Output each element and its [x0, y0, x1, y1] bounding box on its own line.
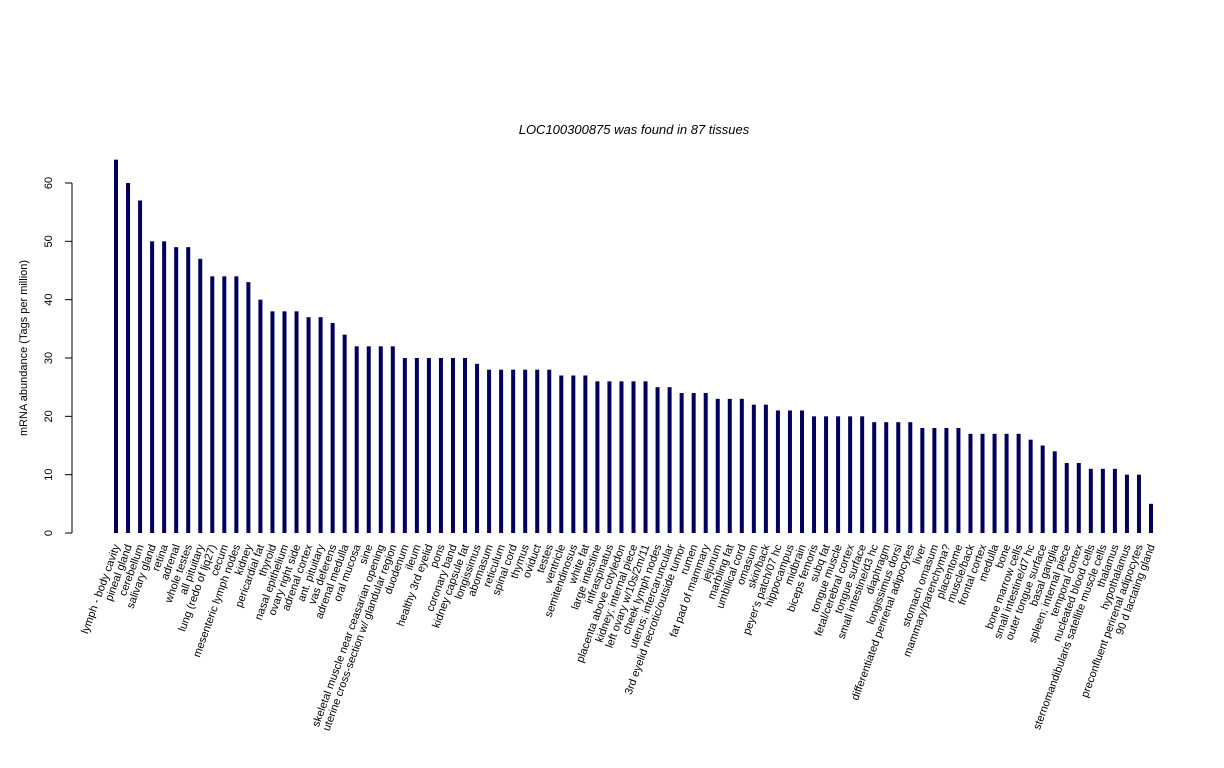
- chart-title: LOC100300875 was found in 87 tissues: [519, 122, 750, 137]
- y-tick-label: 10: [43, 469, 55, 481]
- bar: [390, 346, 395, 533]
- bar: [306, 317, 311, 533]
- bar: [414, 358, 419, 533]
- bar: [246, 282, 251, 533]
- bar: [487, 369, 492, 533]
- bar: [426, 358, 431, 533]
- bar: [511, 369, 516, 533]
- y-axis-label: mRNA abundance (Tags per million): [18, 260, 30, 436]
- bar: [908, 422, 913, 533]
- bar: [523, 369, 528, 533]
- bar: [342, 334, 347, 533]
- bar: [812, 416, 817, 533]
- y-tick-label: 0: [43, 530, 55, 536]
- bar: [944, 428, 949, 533]
- bar: [198, 258, 203, 533]
- bar: [318, 317, 323, 533]
- y-tick-label: 40: [43, 294, 55, 306]
- bar: [667, 387, 672, 533]
- bar: [619, 381, 624, 533]
- bar: [138, 200, 143, 533]
- bar: [1064, 463, 1069, 533]
- bar: [884, 422, 889, 533]
- bar: [956, 428, 961, 533]
- bar: [799, 410, 804, 533]
- bar: [583, 375, 588, 533]
- bar: [463, 358, 468, 533]
- bar: [559, 375, 564, 533]
- bar: [703, 393, 708, 533]
- y-tick-label: 30: [43, 352, 55, 364]
- bar: [258, 299, 263, 533]
- bar: [691, 393, 696, 533]
- bar: [715, 398, 720, 533]
- bar: [186, 247, 191, 533]
- bar: [210, 276, 215, 533]
- bar: [1149, 503, 1153, 533]
- bar: [1052, 451, 1057, 533]
- bar: [763, 404, 768, 533]
- bar: [354, 346, 359, 533]
- bar: [270, 311, 275, 533]
- bar: [547, 369, 552, 533]
- bar: [1124, 474, 1129, 533]
- bar: [920, 428, 925, 533]
- bar: [571, 375, 576, 533]
- bar: [872, 422, 877, 533]
- bar: [932, 428, 937, 533]
- bar: [679, 393, 684, 533]
- bar: [1136, 474, 1141, 533]
- bar: [1028, 439, 1033, 533]
- bar: [751, 404, 756, 533]
- bar: [1088, 468, 1093, 533]
- bar: [282, 311, 287, 533]
- bar: [824, 416, 829, 533]
- bar: [727, 398, 732, 533]
- bar: [860, 416, 865, 533]
- bar: [126, 183, 131, 533]
- bar: [378, 346, 383, 533]
- bar: [174, 247, 179, 533]
- bar: [739, 398, 744, 533]
- bar: [1100, 468, 1105, 533]
- bar: [992, 433, 997, 533]
- bar: [896, 422, 901, 533]
- bar: [787, 410, 792, 533]
- bar: [607, 381, 612, 533]
- bar: [499, 369, 504, 533]
- bar: [631, 381, 636, 533]
- y-tick-label: 60: [43, 177, 55, 189]
- bar: [150, 241, 155, 534]
- bar: [330, 323, 335, 533]
- bar: [1004, 433, 1009, 533]
- bar: [836, 416, 841, 533]
- bar: [968, 433, 973, 533]
- bar: [438, 358, 443, 533]
- bar: [643, 381, 648, 533]
- bar: [475, 363, 480, 533]
- bar: [294, 311, 299, 533]
- bar: [114, 159, 118, 533]
- bar: [775, 410, 780, 533]
- bar: [1016, 433, 1021, 533]
- y-tick-label: 20: [43, 410, 55, 422]
- bar: [595, 381, 600, 533]
- y-tick-label: 50: [43, 235, 55, 247]
- bar: [980, 433, 985, 533]
- bar: [402, 358, 407, 533]
- bar: [222, 276, 227, 533]
- bar: [366, 346, 371, 533]
- bar: [234, 276, 239, 533]
- bar: [1040, 445, 1045, 533]
- bar: [1076, 463, 1081, 533]
- bar: [848, 416, 853, 533]
- bar: [162, 241, 167, 534]
- bar: [450, 358, 455, 533]
- bar: [535, 369, 540, 533]
- bar: [655, 387, 660, 533]
- bar: [1112, 468, 1117, 533]
